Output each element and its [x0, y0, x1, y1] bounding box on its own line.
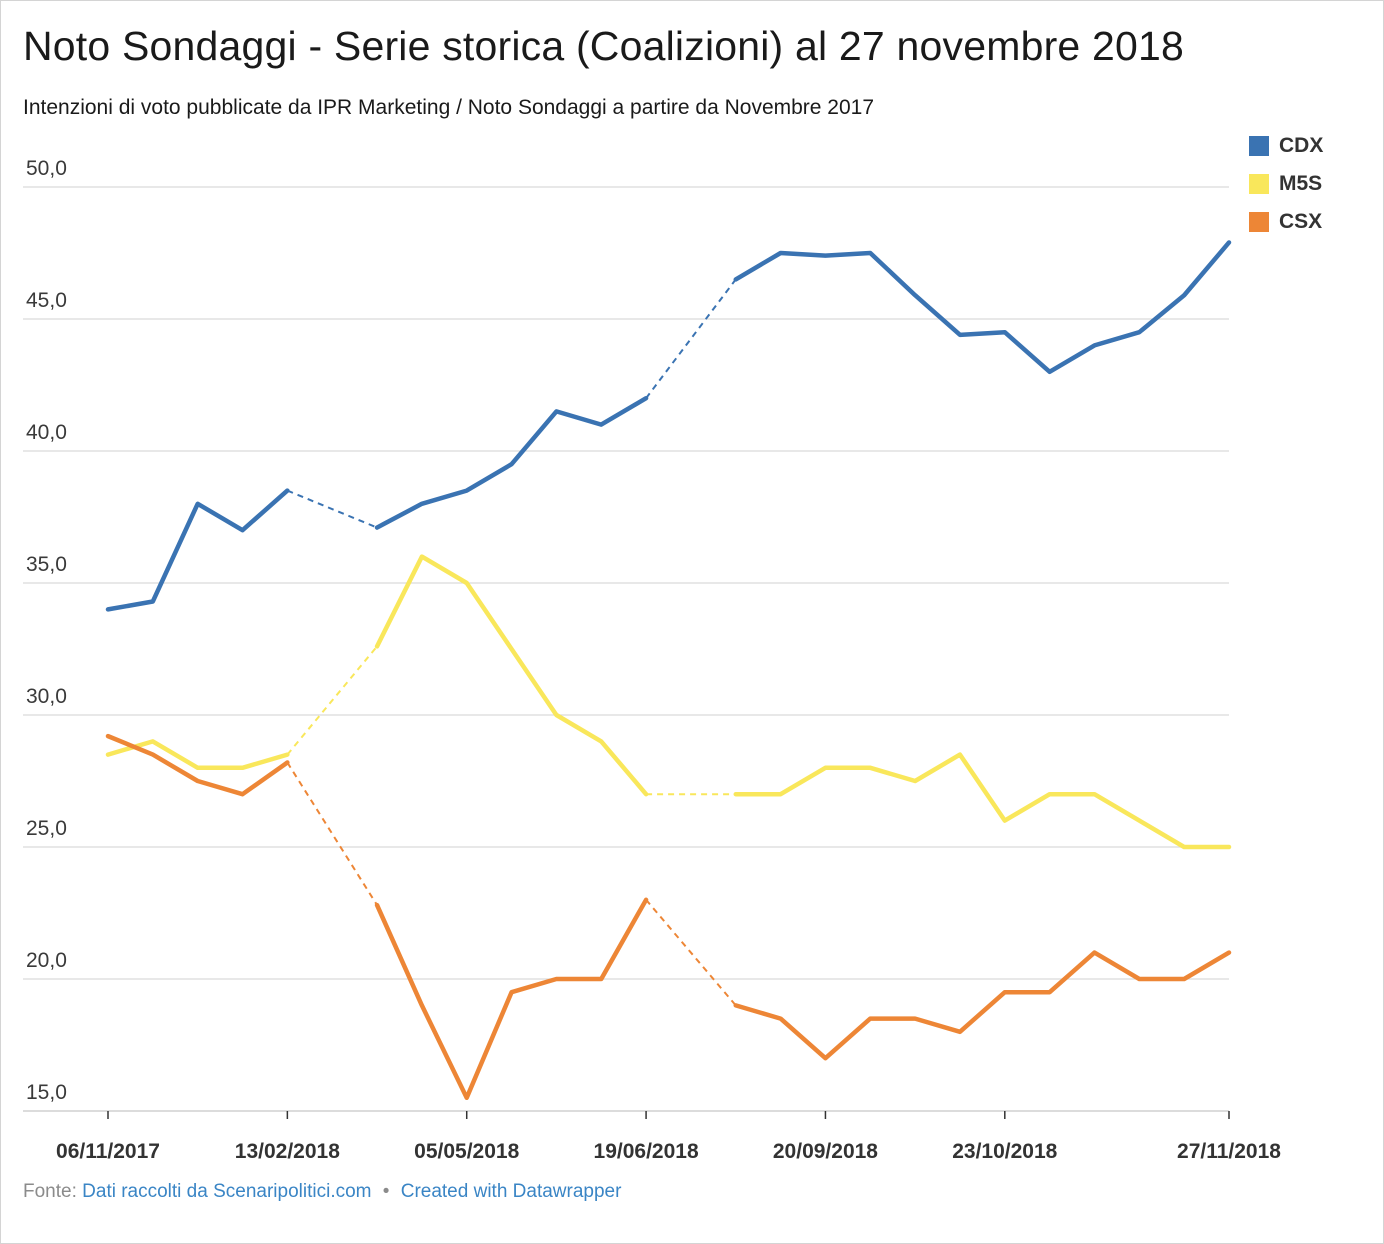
gridlines — [23, 186, 1229, 1112]
series-line-m5s — [105, 739, 290, 771]
chart-title: Noto Sondaggi - Serie storica (Coalizion… — [23, 23, 1185, 69]
legend-label-csx: CSX — [1279, 210, 1323, 233]
legend-label-cdx: CDX — [1279, 134, 1324, 157]
series-line-csx — [733, 950, 1232, 1061]
y-tick-label: 40,0 — [26, 421, 67, 444]
legend-item-cdx: CDX — [1249, 127, 1379, 165]
legend: CDX M5S CSX — [1249, 127, 1379, 241]
legend-item-m5s: M5S — [1249, 165, 1379, 203]
legend-swatch-cdx — [1249, 136, 1269, 156]
x-tick-label: 19/06/2018 — [594, 1140, 699, 1163]
footer-prefix: Fonte: — [23, 1181, 77, 1202]
legend-swatch-csx — [1249, 212, 1269, 232]
series-line-cdx — [733, 240, 1232, 375]
legend-label-m5s: M5S — [1279, 172, 1323, 195]
x-tick-label: 20/09/2018 — [773, 1140, 878, 1163]
x-axis-ticks: 06/11/2017 13/02/2018 05/05/2018 19/06/2018… — [56, 1111, 1281, 1163]
series-gap-csx — [286, 761, 378, 906]
series-line-m5s — [374, 554, 649, 797]
x-tick-label: 27/11/2018 — [1177, 1140, 1281, 1163]
series-gap-m5s — [286, 645, 378, 756]
chart-subtitle: Intenzioni di voto pubblicate da IPR Mar… — [23, 96, 875, 119]
series-cdx — [105, 240, 1232, 612]
series-gap-cdx — [645, 278, 737, 399]
y-tick-label: 15,0 — [26, 1081, 67, 1104]
series-line-cdx — [374, 395, 649, 530]
y-tick-label: 25,0 — [26, 817, 67, 840]
y-tick-label: 45,0 — [26, 289, 67, 312]
x-tick-label: 23/10/2018 — [952, 1140, 1057, 1163]
series-line-cdx — [105, 488, 290, 612]
y-tick-label: 20,0 — [26, 949, 67, 972]
y-tick-label: 30,0 — [26, 685, 67, 708]
series-lines — [105, 240, 1232, 1101]
series-gap-cdx — [286, 489, 378, 529]
series-m5s — [105, 554, 1232, 850]
legend-swatch-m5s — [1249, 174, 1269, 194]
series-gap-csx — [645, 899, 737, 1007]
x-tick-label: 13/02/2018 — [235, 1140, 340, 1163]
x-tick-label: 06/11/2017 — [56, 1140, 160, 1163]
datawrapper-link[interactable]: Created with Datawrapper — [400, 1181, 622, 1202]
y-axis-ticks: 50,0 45,0 40,0 35,0 30,0 25,0 20,0 15,0 — [26, 157, 67, 1104]
legend-item-csx: CSX — [1249, 203, 1379, 241]
footer: Fonte: Dati raccolti da Scenaripolitici.… — [23, 1181, 621, 1203]
source-link[interactable]: Dati raccolti da Scenaripolitici.com — [82, 1181, 372, 1202]
y-tick-label: 50,0 — [26, 157, 67, 180]
series-line-csx — [374, 897, 649, 1101]
series-line-csx — [105, 733, 290, 797]
series-line-m5s — [733, 752, 1232, 850]
x-tick-label: 05/05/2018 — [414, 1140, 519, 1163]
y-tick-label: 35,0 — [26, 553, 67, 576]
footer-separator: • — [382, 1181, 390, 1202]
series-csx — [105, 733, 1232, 1101]
